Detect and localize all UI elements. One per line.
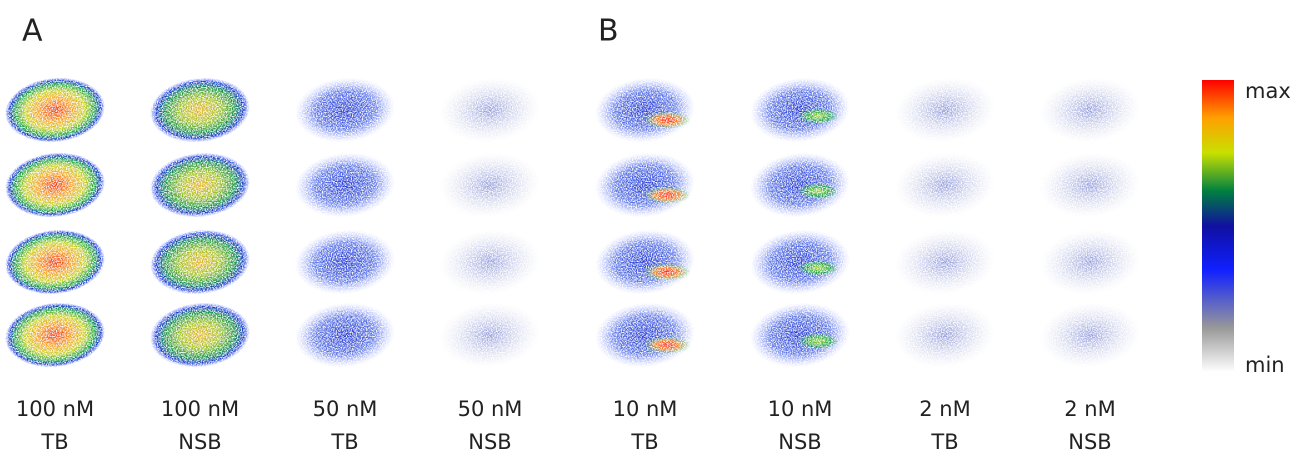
tissue-section <box>5 302 105 368</box>
column-binding: NSB <box>778 430 821 454</box>
tissue-section <box>295 302 395 368</box>
section-body <box>595 302 695 368</box>
section-hotspot <box>643 336 691 354</box>
column-binding: TB <box>40 430 68 454</box>
tissue-section <box>5 229 105 295</box>
section-body <box>895 152 995 218</box>
column-concentration: 10 nM <box>768 397 833 421</box>
tissue-section <box>440 229 540 295</box>
section-body <box>895 302 995 368</box>
section-body <box>295 302 395 368</box>
section-body <box>150 302 250 368</box>
column-binding: NSB <box>178 430 221 454</box>
tissue-section <box>150 77 250 143</box>
section-body <box>440 152 540 218</box>
section-body <box>1040 229 1140 295</box>
column-concentration: 100 nM <box>16 397 94 421</box>
section-body <box>295 229 395 295</box>
section-body <box>750 302 850 368</box>
tissue-section <box>750 152 850 218</box>
column-binding: TB <box>630 430 658 454</box>
column-concentration: 10 nM <box>613 397 678 421</box>
section-body <box>5 302 105 368</box>
tissue-section <box>895 302 995 368</box>
section-body <box>750 229 850 295</box>
column-concentration: 100 nM <box>161 397 239 421</box>
tissue-section <box>440 302 540 368</box>
section-body <box>895 77 995 143</box>
colorbar-max: max <box>1245 79 1291 103</box>
tissue-section <box>295 77 395 143</box>
tissue-section <box>5 152 105 218</box>
tissue-section <box>750 77 850 143</box>
tissue-section <box>295 229 395 295</box>
column-concentration: 2 nM <box>919 397 970 421</box>
panel-label: A <box>22 14 43 49</box>
section-hotspot <box>798 260 838 276</box>
section-body <box>5 229 105 295</box>
section-body <box>1040 77 1140 143</box>
section-hotspot <box>643 263 691 281</box>
section-hotspot <box>643 186 691 204</box>
column-concentration: 50 nM <box>313 397 378 421</box>
tissue-section <box>440 152 540 218</box>
sections <box>5 77 1140 368</box>
section-body <box>595 77 695 143</box>
tissue-section <box>5 77 105 143</box>
section-body <box>5 152 105 218</box>
tissue-section <box>150 152 250 218</box>
tissue-section <box>750 302 850 368</box>
section-body <box>440 77 540 143</box>
column-binding: TB <box>930 430 958 454</box>
section-hotspot <box>798 333 838 349</box>
section-body <box>1040 302 1140 368</box>
column-concentration: 50 nM <box>458 397 523 421</box>
section-body <box>5 77 105 143</box>
colorbar-min: min <box>1245 353 1285 377</box>
tissue-section <box>595 152 695 218</box>
colorbar <box>1202 80 1234 372</box>
tissue-section <box>895 229 995 295</box>
section-body <box>295 152 395 218</box>
tissue-section <box>595 229 695 295</box>
section-body <box>440 229 540 295</box>
tissue-section <box>295 152 395 218</box>
section-hotspot <box>798 108 838 124</box>
tissue-section <box>895 77 995 143</box>
tissue-section <box>1040 77 1140 143</box>
panel-label: B <box>598 14 619 49</box>
section-body <box>595 152 695 218</box>
column-binding: NSB <box>1068 430 1111 454</box>
column-binding: TB <box>330 430 358 454</box>
section-body <box>750 152 850 218</box>
section-body <box>750 77 850 143</box>
tissue-section <box>595 302 695 368</box>
section-body <box>150 77 250 143</box>
section-hotspot <box>643 111 691 129</box>
section-body <box>1040 152 1140 218</box>
section-body <box>150 152 250 218</box>
section-body <box>595 229 695 295</box>
tissue-section <box>440 77 540 143</box>
tissue-section <box>150 229 250 295</box>
tissue-section <box>1040 152 1140 218</box>
section-body <box>895 229 995 295</box>
column-binding: NSB <box>468 430 511 454</box>
tissue-section <box>750 229 850 295</box>
section-body <box>295 77 395 143</box>
tissue-section <box>895 152 995 218</box>
tissue-section <box>1040 302 1140 368</box>
column-concentration: 2 nM <box>1064 397 1115 421</box>
tissue-section <box>150 302 250 368</box>
section-body <box>440 302 540 368</box>
section-body <box>150 229 250 295</box>
tissue-section <box>595 77 695 143</box>
tissue-section <box>1040 229 1140 295</box>
section-hotspot <box>798 183 838 199</box>
